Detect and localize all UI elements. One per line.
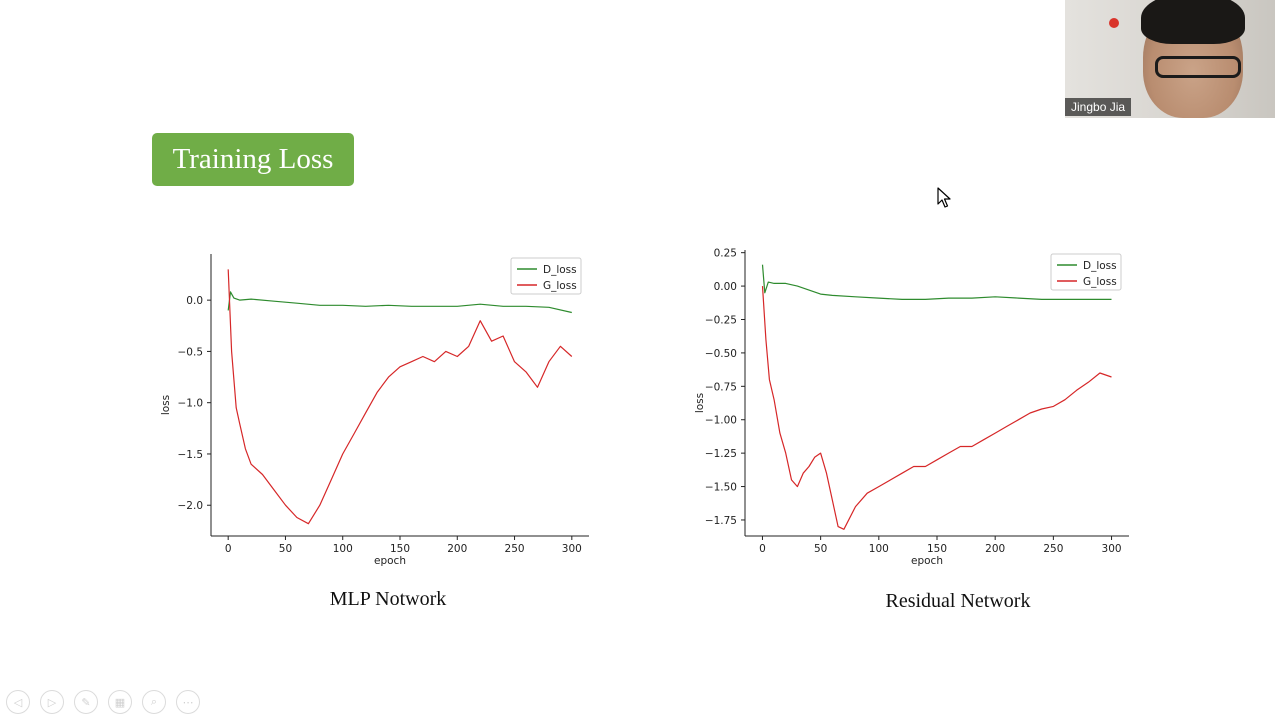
x-tick-label: 0 — [225, 543, 232, 555]
x-tick-label: 200 — [447, 543, 467, 555]
y-tick-label: −1.75 — [705, 515, 737, 527]
mlp-chart-caption: MLP Notwork — [329, 588, 447, 610]
x-tick-label: 50 — [279, 543, 292, 555]
y-tick-label: −1.50 — [705, 482, 737, 494]
legend-label: D_loss — [1083, 260, 1117, 272]
y-tick-label: −1.00 — [705, 415, 737, 427]
participant-hair — [1141, 0, 1245, 44]
y-tick-label: −1.25 — [705, 448, 737, 460]
y-tick-label: −2.0 — [178, 500, 204, 512]
residual-loss-chart: 0 50 100 150 200 250 300 0.25 0.00 −0.25 −0.50 −0.7… — [694, 248, 1129, 567]
participant-glasses — [1155, 56, 1241, 78]
slideshow-toolbar: ◁ ▷ ✎ ▦ ⌕ ⋯ — [6, 690, 200, 714]
x-axis-label: epoch — [911, 555, 943, 567]
y-axis-label: loss — [694, 393, 706, 413]
y-tick-label: −0.5 — [178, 346, 204, 358]
legend-label: D_loss — [543, 264, 577, 276]
y-tick-label: 0.0 — [186, 295, 203, 307]
legend-label: G_loss — [1083, 276, 1117, 288]
mouse-cursor-icon — [937, 187, 951, 208]
y-tick-label: −0.50 — [705, 348, 737, 360]
y-tick-label: −1.0 — [178, 398, 204, 410]
prev-arrow-icon[interactable]: ◁ — [6, 690, 30, 714]
y-tick-label: −0.75 — [705, 381, 737, 393]
series-line-g-loss — [761, 286, 1112, 530]
slide-title: Training Loss — [172, 143, 334, 175]
slide-title-box: Training Loss — [152, 133, 354, 186]
participant-video-tile[interactable]: Jingbo Jia — [1065, 0, 1275, 118]
next-arrow-icon[interactable]: ▷ — [40, 690, 64, 714]
residual-chart-caption: Residual Network — [885, 590, 1031, 612]
x-tick-label: 300 — [1102, 543, 1122, 555]
x-tick-label: 50 — [814, 543, 827, 555]
x-axis-label: epoch — [374, 555, 406, 567]
x-tick-label: 250 — [1043, 543, 1063, 555]
x-tick-label: 0 — [759, 543, 766, 555]
slides-grid-icon[interactable]: ▦ — [108, 690, 132, 714]
more-icon[interactable]: ⋯ — [176, 690, 200, 714]
x-tick-label: 100 — [333, 543, 353, 555]
x-tick-label: 250 — [505, 543, 525, 555]
participant-name-tag: Jingbo Jia — [1065, 98, 1132, 116]
y-tick-label: 0.00 — [714, 281, 737, 293]
series-line-g-loss — [227, 269, 573, 525]
pen-icon[interactable]: ✎ — [74, 690, 98, 714]
wall-red-dot — [1109, 18, 1119, 28]
legend-label: G_loss — [543, 280, 577, 292]
y-tick-label: −0.25 — [705, 314, 737, 326]
x-tick-label: 300 — [562, 543, 582, 555]
y-tick-label: 0.25 — [714, 248, 737, 260]
x-tick-label: 150 — [927, 543, 947, 555]
zoom-icon[interactable]: ⌕ — [142, 690, 166, 714]
series-line-d-loss — [761, 264, 1112, 301]
y-axis-label: loss — [160, 395, 172, 415]
x-tick-label: 200 — [985, 543, 1005, 555]
series-line-d-loss — [227, 291, 572, 314]
x-tick-label: 150 — [390, 543, 410, 555]
x-tick-label: 100 — [869, 543, 889, 555]
mlp-loss-chart: 0 50 100 150 200 250 300 0.0 −0.5 −1.0 −1.5 −2.0 epo… — [160, 254, 589, 567]
y-tick-label: −1.5 — [178, 449, 204, 461]
